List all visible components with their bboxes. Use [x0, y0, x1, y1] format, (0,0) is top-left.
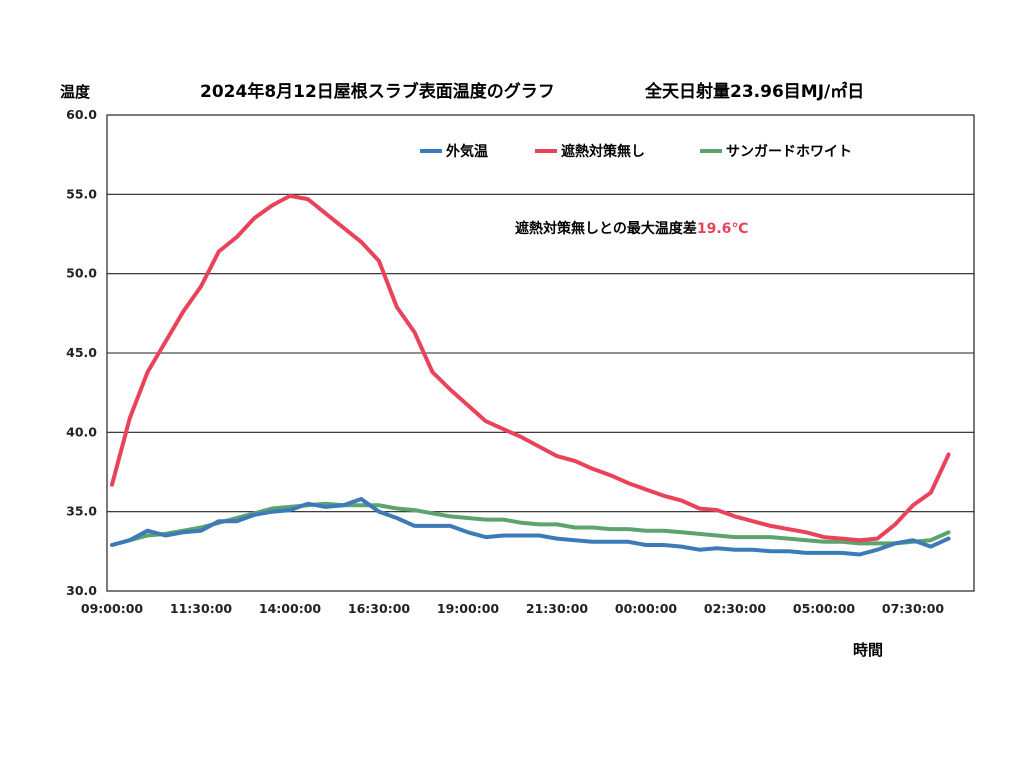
y-tick-label: 55.0 — [66, 186, 97, 201]
y-tick-label: 60.0 — [66, 107, 97, 122]
y-tick-label: 30.0 — [66, 583, 97, 598]
x-tick-label: 07:30:00 — [882, 601, 944, 616]
max-diff-value: 19.6℃ — [697, 221, 749, 237]
x-tick-label: 19:00:00 — [437, 601, 499, 616]
y-tick-label: 50.0 — [66, 266, 97, 281]
x-tick-label: 21:30:00 — [526, 601, 588, 616]
plot-frame — [106, 114, 975, 592]
legend-label: サンガードホワイト — [726, 144, 852, 160]
tick-layer: 30.0 35.0 40.0 45.0 50.0 55.0 60.0 09:00:00 11:3… — [66, 107, 944, 616]
legend-label: 外気温 — [446, 143, 488, 160]
series-layer — [110, 193, 951, 557]
y-tick-label: 40.0 — [66, 424, 97, 439]
x-tick-label: 09:00:00 — [81, 601, 143, 616]
max-diff-annotation: 遮熱対策無しとの最大温度差19.6℃ — [515, 220, 748, 237]
y-tick-label: 35.0 — [66, 504, 97, 519]
y-axis-label: 温度 — [60, 83, 91, 101]
x-tick-label: 02:30:00 — [704, 601, 766, 616]
y-tick-label: 45.0 — [66, 345, 97, 360]
x-tick-label: 16:30:00 — [348, 601, 410, 616]
series-line-0 — [110, 497, 951, 557]
max-diff-text: 遮熱対策無しとの最大温度差 — [515, 220, 697, 237]
series-line-1 — [110, 193, 951, 543]
chart-subtitle: 全天日射量23.96目MJ/㎡日 — [644, 81, 864, 102]
grid-layer — [107, 193, 974, 513]
x-tick-label: 05:00:00 — [793, 601, 855, 616]
x-tick-label: 00:00:00 — [615, 601, 677, 616]
x-tick-label: 14:00:00 — [259, 601, 321, 616]
x-axis-label: 時間 — [853, 641, 883, 659]
x-tick-label: 11:30:00 — [170, 601, 232, 616]
legend-label: 遮熱対策無し — [561, 143, 645, 160]
legend: 外気温 遮熱対策無し サンガードホワイト — [420, 143, 852, 160]
chart-title: 2024年8月12日屋根スラブ表面温度のグラフ — [200, 81, 555, 102]
